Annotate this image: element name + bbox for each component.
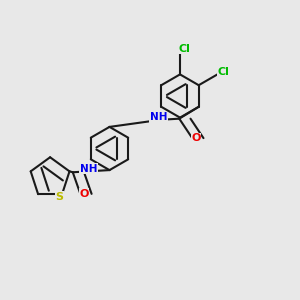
Text: Cl: Cl — [218, 68, 230, 77]
Text: S: S — [56, 192, 64, 202]
Text: NH: NH — [80, 164, 98, 174]
Text: NH: NH — [150, 112, 167, 122]
Text: O: O — [191, 133, 200, 143]
Text: O: O — [79, 189, 88, 199]
Text: Cl: Cl — [178, 44, 190, 54]
